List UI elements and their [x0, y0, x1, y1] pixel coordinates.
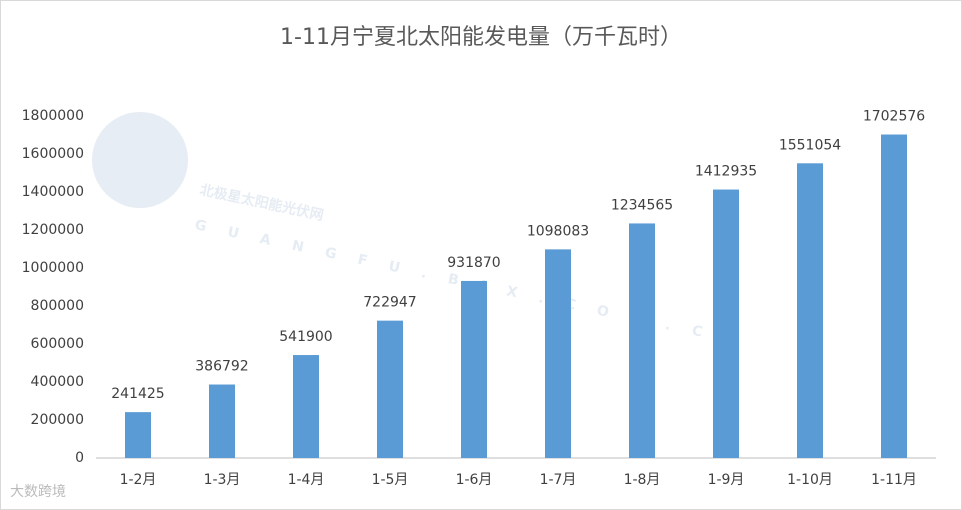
- value-label: 1702576: [863, 109, 925, 125]
- value-label: 1551054: [779, 137, 841, 153]
- bar: [629, 223, 655, 458]
- value-label: 241425: [111, 386, 164, 402]
- y-tick-label: 1800000: [22, 108, 84, 124]
- x-tick-label: 1-10月: [787, 472, 833, 488]
- bar: [209, 384, 235, 458]
- y-tick-label: 1000000: [22, 260, 84, 276]
- y-tick-label: 1200000: [22, 222, 84, 238]
- y-tick-label: 400000: [31, 374, 84, 390]
- x-tick-label: 1-6月: [456, 472, 493, 488]
- value-label: 722947: [363, 295, 416, 311]
- y-tick-label: 600000: [31, 336, 84, 352]
- x-tick-label: 1-9月: [708, 472, 745, 488]
- x-tick-label: 1-4月: [288, 472, 325, 488]
- x-tick-label: 1-11月: [871, 472, 917, 488]
- x-tick-label: 1-2月: [120, 472, 157, 488]
- y-tick-label: 1400000: [22, 184, 84, 200]
- watermark-logo: [92, 112, 188, 208]
- x-tick-label: 1-8月: [624, 472, 661, 488]
- value-label: 1098083: [527, 223, 589, 239]
- bar: [545, 249, 571, 458]
- bar: [377, 320, 403, 458]
- bar: [797, 163, 823, 458]
- y-tick-label: 200000: [31, 412, 84, 428]
- bar: [713, 189, 739, 458]
- value-label: 1412935: [695, 164, 757, 180]
- footer-mark: 大数跨境: [10, 484, 66, 500]
- x-tick-label: 1-7月: [540, 472, 577, 488]
- x-tick-label: 1-5月: [372, 472, 409, 488]
- x-tick-label: 1-3月: [204, 472, 241, 488]
- y-tick-label: 800000: [31, 298, 84, 314]
- value-label: 931870: [447, 255, 500, 271]
- value-label: 386792: [195, 359, 248, 375]
- bar: [881, 134, 907, 458]
- bar: [293, 355, 319, 458]
- y-tick-label: 0: [75, 450, 84, 466]
- y-tick-label: 1600000: [22, 146, 84, 162]
- value-label: 1234565: [611, 197, 673, 213]
- chart-title: 1-11月宁夏北太阳能发电量（万千瓦时）: [280, 25, 682, 50]
- bar: [461, 280, 487, 458]
- value-label: 541900: [279, 329, 332, 345]
- bar: [125, 412, 151, 458]
